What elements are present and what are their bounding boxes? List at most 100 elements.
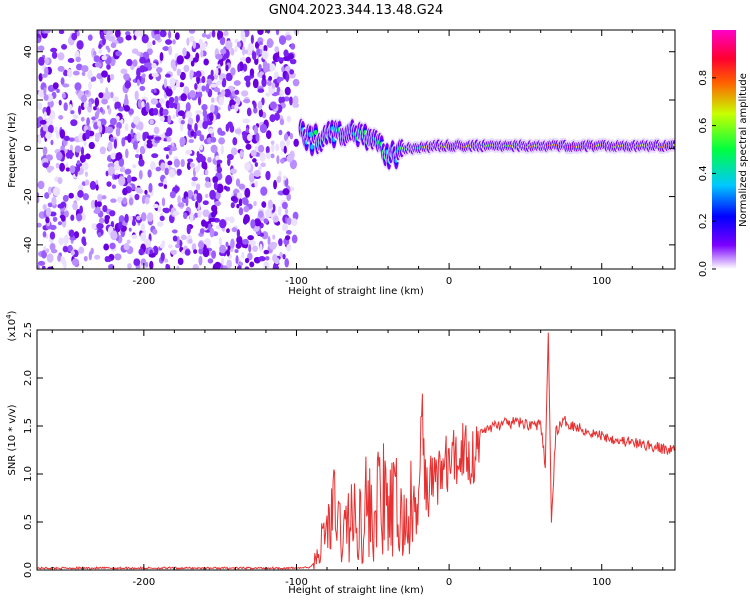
- spectrogram-noise-blob: [69, 165, 76, 174]
- spectrogram-noise-blob: [161, 197, 166, 207]
- spectrogram-noise-blob: [265, 152, 271, 160]
- spectrogram-panel: -200 -100 0 100 40 20 0 -20 -40 Height of strai…: [7, 29, 676, 297]
- spectrogram-noise-blob: [75, 56, 81, 63]
- spectrogram-noise-blob: [252, 78, 259, 89]
- spectrogram-noise-blob: [202, 109, 208, 118]
- spectrogram-noise-blob: [226, 153, 234, 161]
- spectrogram-noise-blob: [90, 199, 96, 209]
- spectrogram-noise-blob: [289, 132, 294, 140]
- spectrogram-noise-blob: [82, 193, 89, 201]
- spectrogram-noise-blob: [209, 104, 215, 113]
- spectrogram-noise-blob: [260, 186, 268, 196]
- spectrogram-noise-blob: [58, 99, 62, 106]
- spectrogram-noise-blob: [260, 162, 266, 168]
- spectrogram-noise-blob: [124, 213, 129, 223]
- spectrogram-noise-blob: [265, 130, 272, 140]
- spectrogram-noise-blob: [257, 210, 264, 218]
- spectrogram-noise-blob: [155, 67, 163, 74]
- spectrogram-noise-blob: [45, 131, 52, 140]
- spectrogram-noise-blob: [170, 58, 176, 69]
- spectrogram-noise-blob: [158, 98, 165, 104]
- spectrogram-noise-blob: [213, 181, 218, 191]
- spectrogram-noise-blob: [126, 174, 132, 184]
- colorbar-ticks: 0.0 0.2 0.4 0.6 0.8: [698, 70, 716, 277]
- spectrogram-noise-blob: [172, 39, 176, 45]
- spectrogram-noise-blob: [69, 236, 77, 241]
- spectrogram-noise-blob: [127, 133, 132, 143]
- spectrogram-noise-blob: [68, 152, 75, 157]
- spectrogram-noise-blob: [168, 45, 173, 56]
- spectrogram-noise-blob: [63, 235, 70, 244]
- spectrogram-noise-blob: [61, 93, 67, 99]
- spectrogram-noise-blob: [230, 202, 235, 209]
- x-tick-label: 100: [592, 577, 611, 588]
- spectrogram-noise-blob: [76, 160, 81, 166]
- spectrogram-noise-blob: [229, 168, 237, 174]
- spectrogram-noise-blob: [218, 237, 223, 247]
- spectrogram-noise-blob: [262, 74, 266, 81]
- spectrogram-noise-blob: [258, 144, 265, 153]
- spectrogram-noise-blob: [164, 131, 172, 137]
- spectrogram-noise-blob: [230, 147, 238, 156]
- spectrogram-noise-blob: [216, 183, 224, 194]
- spectrogram-noise-blob: [129, 194, 134, 199]
- spectrogram-noise-blob: [179, 122, 184, 132]
- spectrogram-noise-blob: [166, 136, 172, 143]
- spectrogram-noise-blob: [255, 132, 260, 143]
- spectrogram-noise-blob: [210, 144, 218, 154]
- spectrogram-noise-blob: [243, 98, 251, 104]
- spectrogram-noise-blob: [197, 96, 202, 106]
- spectrogram-noise-blob: [120, 68, 128, 75]
- spectrogram-noise-blob: [131, 220, 136, 227]
- spectrogram-noise-blob: [130, 176, 138, 182]
- spectrogram-noise-blob: [123, 105, 131, 112]
- spectrogram-noise-blob: [131, 234, 138, 240]
- spectrogram-noise-blob: [234, 248, 239, 254]
- spectrogram-noise-blob: [269, 63, 276, 72]
- spectrogram-noise-blob: [79, 154, 86, 163]
- spectrogram-noise-blob: [219, 36, 226, 46]
- spectrogram-noise-blob: [124, 168, 132, 175]
- spectrogram-noise-blob: [163, 147, 171, 152]
- spectrogram-noise-blob: [202, 209, 210, 217]
- spectrogram-noise-blob: [136, 79, 140, 87]
- spectrogram-noise-blob: [196, 130, 202, 137]
- spectrogram-noise-blob: [98, 124, 103, 133]
- spectrogram-noise-blob: [103, 243, 110, 251]
- spectrogram-noise-blob: [89, 180, 97, 190]
- spectrogram-noise-blob: [141, 34, 149, 44]
- spectrogram-noise-blob: [259, 232, 265, 237]
- spectrogram-noise-blob: [194, 83, 198, 90]
- spectrogram-noise-blob: [58, 115, 64, 120]
- spectrogram-noise-blob: [94, 254, 101, 260]
- spectrogram-noise-blob: [113, 138, 118, 149]
- spectrogram-noise-blob: [167, 264, 171, 269]
- spectrogram-noise-blob: [162, 46, 170, 52]
- spectrogram-noise-blob: [195, 201, 199, 209]
- snr-series-line: [37, 332, 675, 570]
- spectrogram-noise-blob: [250, 219, 256, 229]
- spectrogram-noise-blob: [179, 137, 186, 146]
- spectrogram-noise-blob: [286, 193, 291, 201]
- y-tick-label: 2.5: [23, 322, 34, 338]
- spectrogram-noise-blob: [138, 248, 145, 256]
- spectrogram-noise-blob: [173, 158, 180, 168]
- spectrogram-noise-blob: [110, 198, 117, 203]
- spectrogram-noise-blob: [268, 76, 273, 81]
- spectrogram-noise-blob: [247, 235, 254, 241]
- spectrogram-noise-blob: [276, 155, 280, 165]
- spectrogram-noise-blob: [37, 180, 45, 190]
- spectrogram-noise-blob: [259, 123, 268, 134]
- spectrogram-noise-blob: [250, 149, 257, 157]
- spectrogram-noise-blob: [231, 104, 236, 110]
- spectrogram-noise-blob: [169, 77, 176, 86]
- spectrogram-noise-blob: [249, 68, 255, 76]
- spectrogram-noise-blob: [107, 141, 113, 152]
- spectrogram-noise-blob: [274, 112, 280, 121]
- spectrogram-noise-blob: [134, 90, 139, 101]
- spectrogram-noise-blob: [200, 219, 207, 227]
- spectrogram-noise-blob: [42, 162, 49, 168]
- spectrogram-noise-blob: [137, 121, 144, 131]
- spectrogram-noise-blob: [236, 41, 242, 48]
- spectrogram-noise-blob: [168, 96, 175, 104]
